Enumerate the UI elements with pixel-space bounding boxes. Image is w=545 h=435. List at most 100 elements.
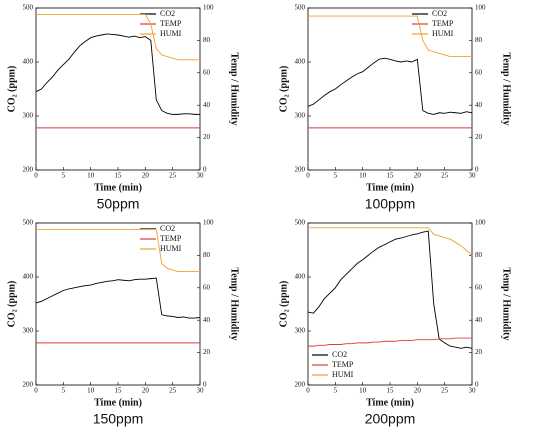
x-axis-label: Time (min)	[94, 397, 142, 408]
legend-label: CO2	[160, 224, 175, 233]
x-tick-label: 15	[115, 172, 123, 180]
x-tick-label: 25	[169, 387, 177, 395]
x-tick-label: 15	[387, 387, 395, 395]
legend-label: CO2	[160, 9, 175, 18]
x-tick-label: 0	[34, 172, 38, 180]
y-axis-label: CO₂ (ppm)	[278, 66, 289, 113]
x-tick-label: 15	[387, 172, 395, 180]
y2-tick-label: 20	[475, 348, 483, 356]
y-tick-label: 200	[295, 381, 306, 389]
y2-tick-label: 0	[203, 381, 207, 389]
x-tick-label: 25	[169, 172, 177, 180]
x-tick-label: 25	[441, 172, 449, 180]
y2-tick-label: 20	[203, 348, 211, 356]
x-tick-label: 10	[359, 172, 367, 180]
chart-panel: 0 5 10 15 20 25 30 200 300 400 500 0 20 40 60 80 100 Time…	[6, 4, 239, 212]
y2-tick-label: 100	[203, 219, 214, 227]
y2-tick-label: 40	[475, 316, 483, 324]
series-line	[35, 33, 200, 115]
y-tick-label: 500	[295, 219, 306, 227]
y2-tick-label: 20	[475, 133, 483, 141]
y-tick-label: 300	[295, 327, 306, 335]
y2-tick-label: 60	[475, 283, 483, 291]
legend-label: HUMI	[432, 29, 454, 38]
caption: 50ppm	[97, 196, 140, 212]
y-tick-label: 300	[23, 327, 34, 335]
y-tick-label: 200	[295, 166, 306, 174]
series-line	[36, 229, 200, 273]
legend-label: HUMI	[160, 244, 182, 253]
y-tick-label: 500	[23, 219, 34, 227]
series-line	[36, 14, 200, 61]
y2-tick-label: 60	[475, 68, 483, 76]
y-axis-label: CO₂ (ppm)	[278, 281, 289, 328]
legend-label: TEMP	[432, 19, 454, 28]
x-tick-label: 0	[34, 387, 38, 395]
chart-panel: 0 5 10 15 20 25 30 200 300 400 500 0 20 40 60 80 100 Time…	[278, 4, 511, 212]
x-tick-label: 5	[62, 387, 66, 395]
caption: 100ppm	[365, 196, 416, 212]
y2-tick-label: 0	[203, 166, 207, 174]
y2-axis-label: Temp / Humidity	[501, 53, 512, 126]
y-tick-label: 300	[23, 112, 34, 120]
y2-tick-label: 100	[203, 4, 214, 12]
series-line	[308, 15, 472, 58]
x-tick-label: 30	[469, 387, 477, 395]
y-tick-label: 400	[23, 58, 34, 66]
series-line	[308, 337, 472, 347]
y2-tick-label: 40	[475, 101, 483, 109]
legend-label: TEMP	[160, 234, 182, 243]
y2-tick-label: 80	[203, 36, 211, 44]
legend-label: HUMI	[332, 370, 354, 379]
legend-label: HUMI	[160, 29, 182, 38]
caption: 150ppm	[93, 411, 144, 427]
x-tick-label: 25	[441, 387, 449, 395]
x-tick-label: 30	[197, 387, 205, 395]
legend-label: TEMP	[160, 19, 182, 28]
x-tick-label: 30	[469, 172, 477, 180]
y2-axis-label: Temp / Humidity	[229, 268, 240, 341]
x-tick-label: 30	[197, 172, 205, 180]
x-axis-label: Time (min)	[94, 182, 142, 193]
x-tick-label: 15	[115, 387, 123, 395]
y-tick-label: 500	[295, 4, 306, 12]
y2-tick-label: 0	[475, 166, 479, 174]
y2-tick-label: 100	[475, 4, 486, 12]
y2-tick-label: 40	[203, 316, 211, 324]
y-tick-label: 400	[23, 273, 34, 281]
x-axis-label: Time (min)	[366, 182, 414, 193]
y-tick-label: 500	[23, 4, 34, 12]
x-tick-label: 5	[62, 172, 66, 180]
y2-axis-label: Temp / Humidity	[229, 53, 240, 126]
x-tick-label: 20	[414, 387, 422, 395]
x-tick-label: 20	[142, 172, 150, 180]
y2-tick-label: 60	[203, 68, 211, 76]
y2-tick-label: 40	[203, 101, 211, 109]
y-axis-label: CO₂ (ppm)	[6, 66, 17, 113]
series-line	[308, 227, 473, 256]
series-line	[35, 277, 201, 319]
x-tick-label: 0	[306, 387, 310, 395]
y-tick-label: 200	[23, 381, 34, 389]
chart-panel: 0 5 10 15 20 25 30 200 300 400 500 0 20 40 60 80 100 Time…	[6, 219, 239, 427]
caption: 200ppm	[365, 411, 416, 427]
y-tick-label: 300	[295, 112, 306, 120]
y2-axis-label: Temp / Humidity	[501, 268, 512, 341]
y2-tick-label: 0	[475, 381, 479, 389]
x-tick-label: 0	[306, 172, 310, 180]
y-tick-label: 400	[295, 58, 306, 66]
x-tick-label: 10	[87, 387, 95, 395]
y2-tick-label: 80	[475, 36, 483, 44]
legend-label: CO2	[332, 350, 347, 359]
y2-tick-label: 80	[203, 251, 211, 259]
y-tick-label: 400	[295, 273, 306, 281]
x-tick-label: 10	[87, 172, 95, 180]
legend-label: CO2	[432, 9, 447, 18]
y2-tick-label: 60	[203, 283, 211, 291]
x-tick-label: 5	[334, 172, 338, 180]
y-tick-label: 200	[23, 166, 34, 174]
x-tick-label: 10	[359, 387, 367, 395]
series-line	[307, 230, 473, 349]
x-tick-label: 20	[414, 172, 422, 180]
